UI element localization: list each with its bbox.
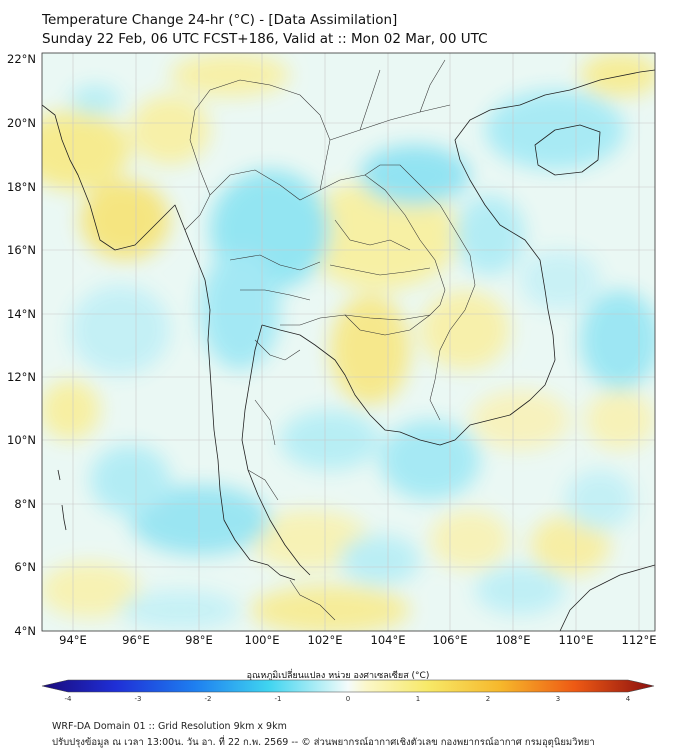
lon-label-104: 104°E <box>370 633 406 647</box>
lat-label-8: 8°N <box>14 497 36 511</box>
cb-tick-0: 0 <box>345 695 351 703</box>
map-subtitle: Sunday 22 Feb, 06 UTC FCST+186, Valid at… <box>42 31 488 47</box>
lat-label-6: 6°N <box>14 560 36 574</box>
lon-label-98: 98°E <box>185 633 213 647</box>
lon-label-110: 110°E <box>558 633 594 647</box>
lat-label-22: 22°N <box>7 52 36 66</box>
lon-label-96: 96°E <box>122 633 150 647</box>
cb-tick-minus3: -3 <box>134 695 142 703</box>
footer-model-info: WRF-DA Domain 01 :: Grid Resolution 9km … <box>52 721 287 732</box>
map-title: Temperature Change 24-hr (°C) - [Data As… <box>42 12 398 28</box>
graticule <box>42 53 655 631</box>
map-frame <box>41 52 656 632</box>
lat-label-12: 12°N <box>7 370 36 384</box>
lat-label-4: 4°N <box>14 624 36 638</box>
lat-label-14: 14°N <box>7 307 36 321</box>
cb-tick-minus1: -1 <box>274 695 282 703</box>
cb-tick-3: 3 <box>555 695 561 703</box>
lon-label-100: 100°E <box>244 633 280 647</box>
footer-credit: ปรับปรุงข้อมูล ณ เวลา 13:00น. วัน อา. ที… <box>52 737 595 748</box>
lon-label-112: 112°E <box>621 633 657 647</box>
cb-tick-2: 2 <box>485 695 491 703</box>
lon-label-94: 94°E <box>59 633 87 647</box>
lon-label-102: 102°E <box>307 633 343 647</box>
cb-tick-minus4: -4 <box>64 695 72 703</box>
lon-label-106: 106°E <box>432 633 468 647</box>
lat-label-16: 16°N <box>7 243 36 257</box>
lat-label-10: 10°N <box>7 433 36 447</box>
temperature-field <box>42 53 655 631</box>
colorbar-title: อุณหภูมิเปลี่ยนแปลง หน่วย องศาเซลเซียส (… <box>246 671 430 681</box>
lat-label-18: 18°N <box>7 180 36 194</box>
coastlines <box>42 69 655 631</box>
cb-tick-1: 1 <box>415 695 421 703</box>
borders <box>184 59 476 621</box>
cb-tick-4: 4 <box>625 695 631 703</box>
colorbar-ramp <box>41 679 655 693</box>
cb-tick-minus2: -2 <box>204 695 212 703</box>
lat-label-20: 20°N <box>7 116 36 130</box>
lon-label-108: 108°E <box>495 633 531 647</box>
